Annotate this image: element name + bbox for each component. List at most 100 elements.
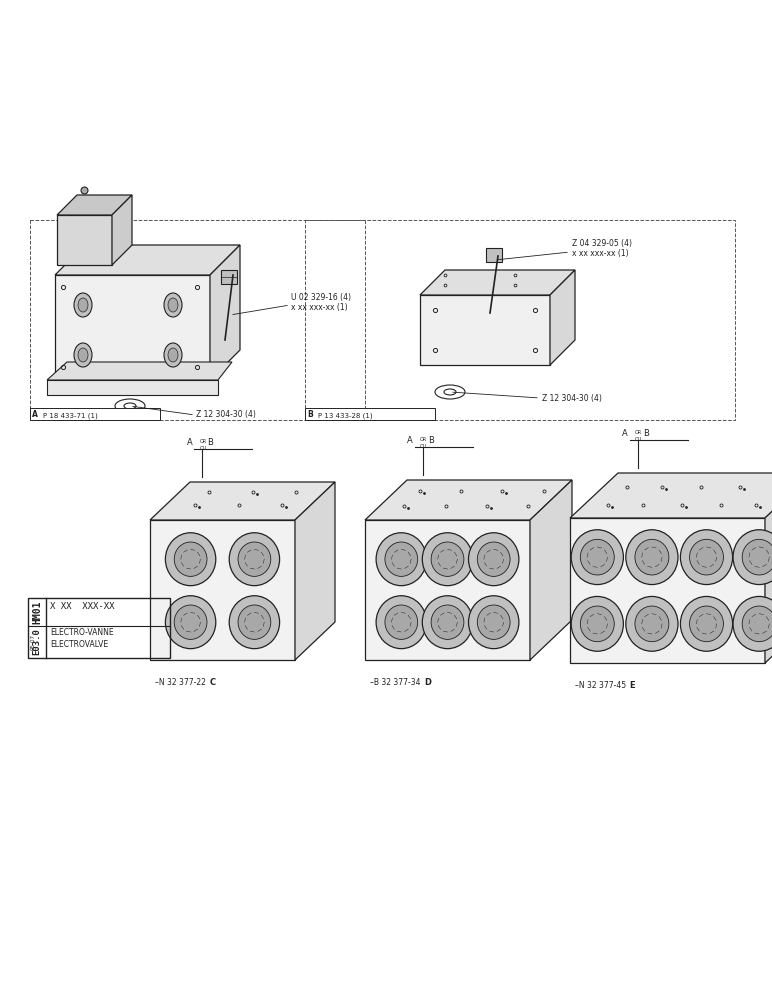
Ellipse shape [78, 348, 88, 362]
Bar [305, 220, 735, 420]
Ellipse shape [626, 596, 678, 651]
Text: P 18 433-71 (1): P 18 433-71 (1) [43, 412, 98, 419]
Ellipse shape [165, 533, 216, 586]
Ellipse shape [376, 596, 426, 649]
Polygon shape [550, 270, 575, 365]
Bar [47, 380, 218, 395]
Text: B: B [428, 436, 434, 445]
Ellipse shape [477, 542, 510, 576]
Ellipse shape [689, 606, 723, 642]
Text: X XX  XXX-XX: X XX XXX-XX [50, 602, 114, 611]
Polygon shape [365, 480, 572, 520]
Text: A: A [408, 436, 413, 445]
Ellipse shape [680, 596, 733, 651]
Bar [365, 520, 530, 660]
Text: 05-07: 05-07 [31, 634, 36, 650]
Text: –N 32 377-22: –N 32 377-22 [155, 678, 206, 687]
Bar [28, 598, 170, 658]
Ellipse shape [165, 596, 216, 649]
Text: x xx xxx-xx (1): x xx xxx-xx (1) [572, 249, 628, 258]
Ellipse shape [229, 596, 279, 649]
Polygon shape [420, 270, 575, 295]
Ellipse shape [571, 530, 624, 585]
Ellipse shape [742, 606, 772, 642]
Text: B: B [207, 438, 213, 447]
Bar [55, 275, 210, 380]
Text: OR: OR [420, 437, 427, 442]
Polygon shape [295, 482, 335, 660]
Text: C: C [209, 678, 215, 687]
Text: OR: OR [199, 439, 206, 444]
Ellipse shape [78, 298, 88, 312]
Polygon shape [150, 482, 335, 520]
Ellipse shape [422, 533, 472, 586]
Ellipse shape [733, 530, 772, 585]
Ellipse shape [376, 533, 426, 586]
Ellipse shape [469, 533, 519, 586]
Text: OU: OU [199, 446, 206, 451]
Text: A: A [32, 410, 38, 419]
Text: E03.0: E03.0 [32, 629, 42, 655]
Ellipse shape [680, 530, 733, 585]
Ellipse shape [168, 298, 178, 312]
Ellipse shape [431, 542, 464, 576]
Ellipse shape [164, 293, 182, 317]
Ellipse shape [469, 596, 519, 649]
Bar [150, 520, 295, 660]
Ellipse shape [581, 539, 615, 575]
Text: B: B [307, 410, 313, 419]
Text: Z 04 329-05 (4): Z 04 329-05 (4) [572, 239, 632, 248]
Ellipse shape [174, 605, 207, 639]
Ellipse shape [581, 606, 615, 642]
Ellipse shape [477, 605, 510, 639]
Ellipse shape [635, 606, 669, 642]
Ellipse shape [229, 533, 279, 586]
Polygon shape [55, 245, 240, 275]
Text: OU: OU [420, 444, 427, 449]
Text: E: E [629, 681, 635, 690]
Ellipse shape [626, 530, 678, 585]
Text: A: A [622, 429, 628, 438]
Text: HM01: HM01 [32, 600, 42, 624]
Bar [486, 248, 502, 262]
Text: OR: OR [635, 430, 642, 435]
Bar [30, 220, 365, 420]
Bar [420, 295, 550, 365]
Text: A: A [187, 438, 192, 447]
Ellipse shape [74, 293, 92, 317]
Ellipse shape [742, 539, 772, 575]
Ellipse shape [571, 596, 624, 651]
Text: Z 12 304-30 (4): Z 12 304-30 (4) [196, 410, 256, 420]
Text: U 02 329-16 (4): U 02 329-16 (4) [291, 293, 351, 302]
Polygon shape [112, 195, 132, 265]
Polygon shape [47, 362, 232, 380]
Text: ELECTROVALVE: ELECTROVALVE [50, 640, 108, 649]
Ellipse shape [164, 343, 182, 367]
Ellipse shape [174, 542, 207, 576]
Ellipse shape [385, 542, 418, 576]
Ellipse shape [238, 542, 271, 576]
Ellipse shape [733, 596, 772, 651]
Bar [30, 408, 160, 420]
Ellipse shape [74, 343, 92, 367]
Text: B: B [643, 429, 648, 438]
Text: x xx xxx-xx (1): x xx xxx-xx (1) [291, 303, 347, 312]
Polygon shape [210, 245, 240, 380]
Bar [305, 408, 435, 420]
Text: OU: OU [635, 437, 642, 442]
Text: –B 32 377-34: –B 32 377-34 [370, 678, 421, 687]
Polygon shape [530, 480, 572, 660]
Polygon shape [57, 195, 132, 215]
Ellipse shape [238, 605, 271, 639]
Text: D: D [424, 678, 432, 687]
Bar [46, 598, 170, 626]
Text: ELECTRO-VANNE: ELECTRO-VANNE [50, 628, 113, 637]
Ellipse shape [168, 348, 178, 362]
Polygon shape [570, 473, 772, 518]
Text: P 13 433-28 (1): P 13 433-28 (1) [318, 412, 373, 419]
Ellipse shape [689, 539, 723, 575]
Ellipse shape [422, 596, 472, 649]
Text: –N 32 377-45: –N 32 377-45 [575, 681, 626, 690]
Ellipse shape [431, 605, 464, 639]
Bar [221, 270, 237, 284]
